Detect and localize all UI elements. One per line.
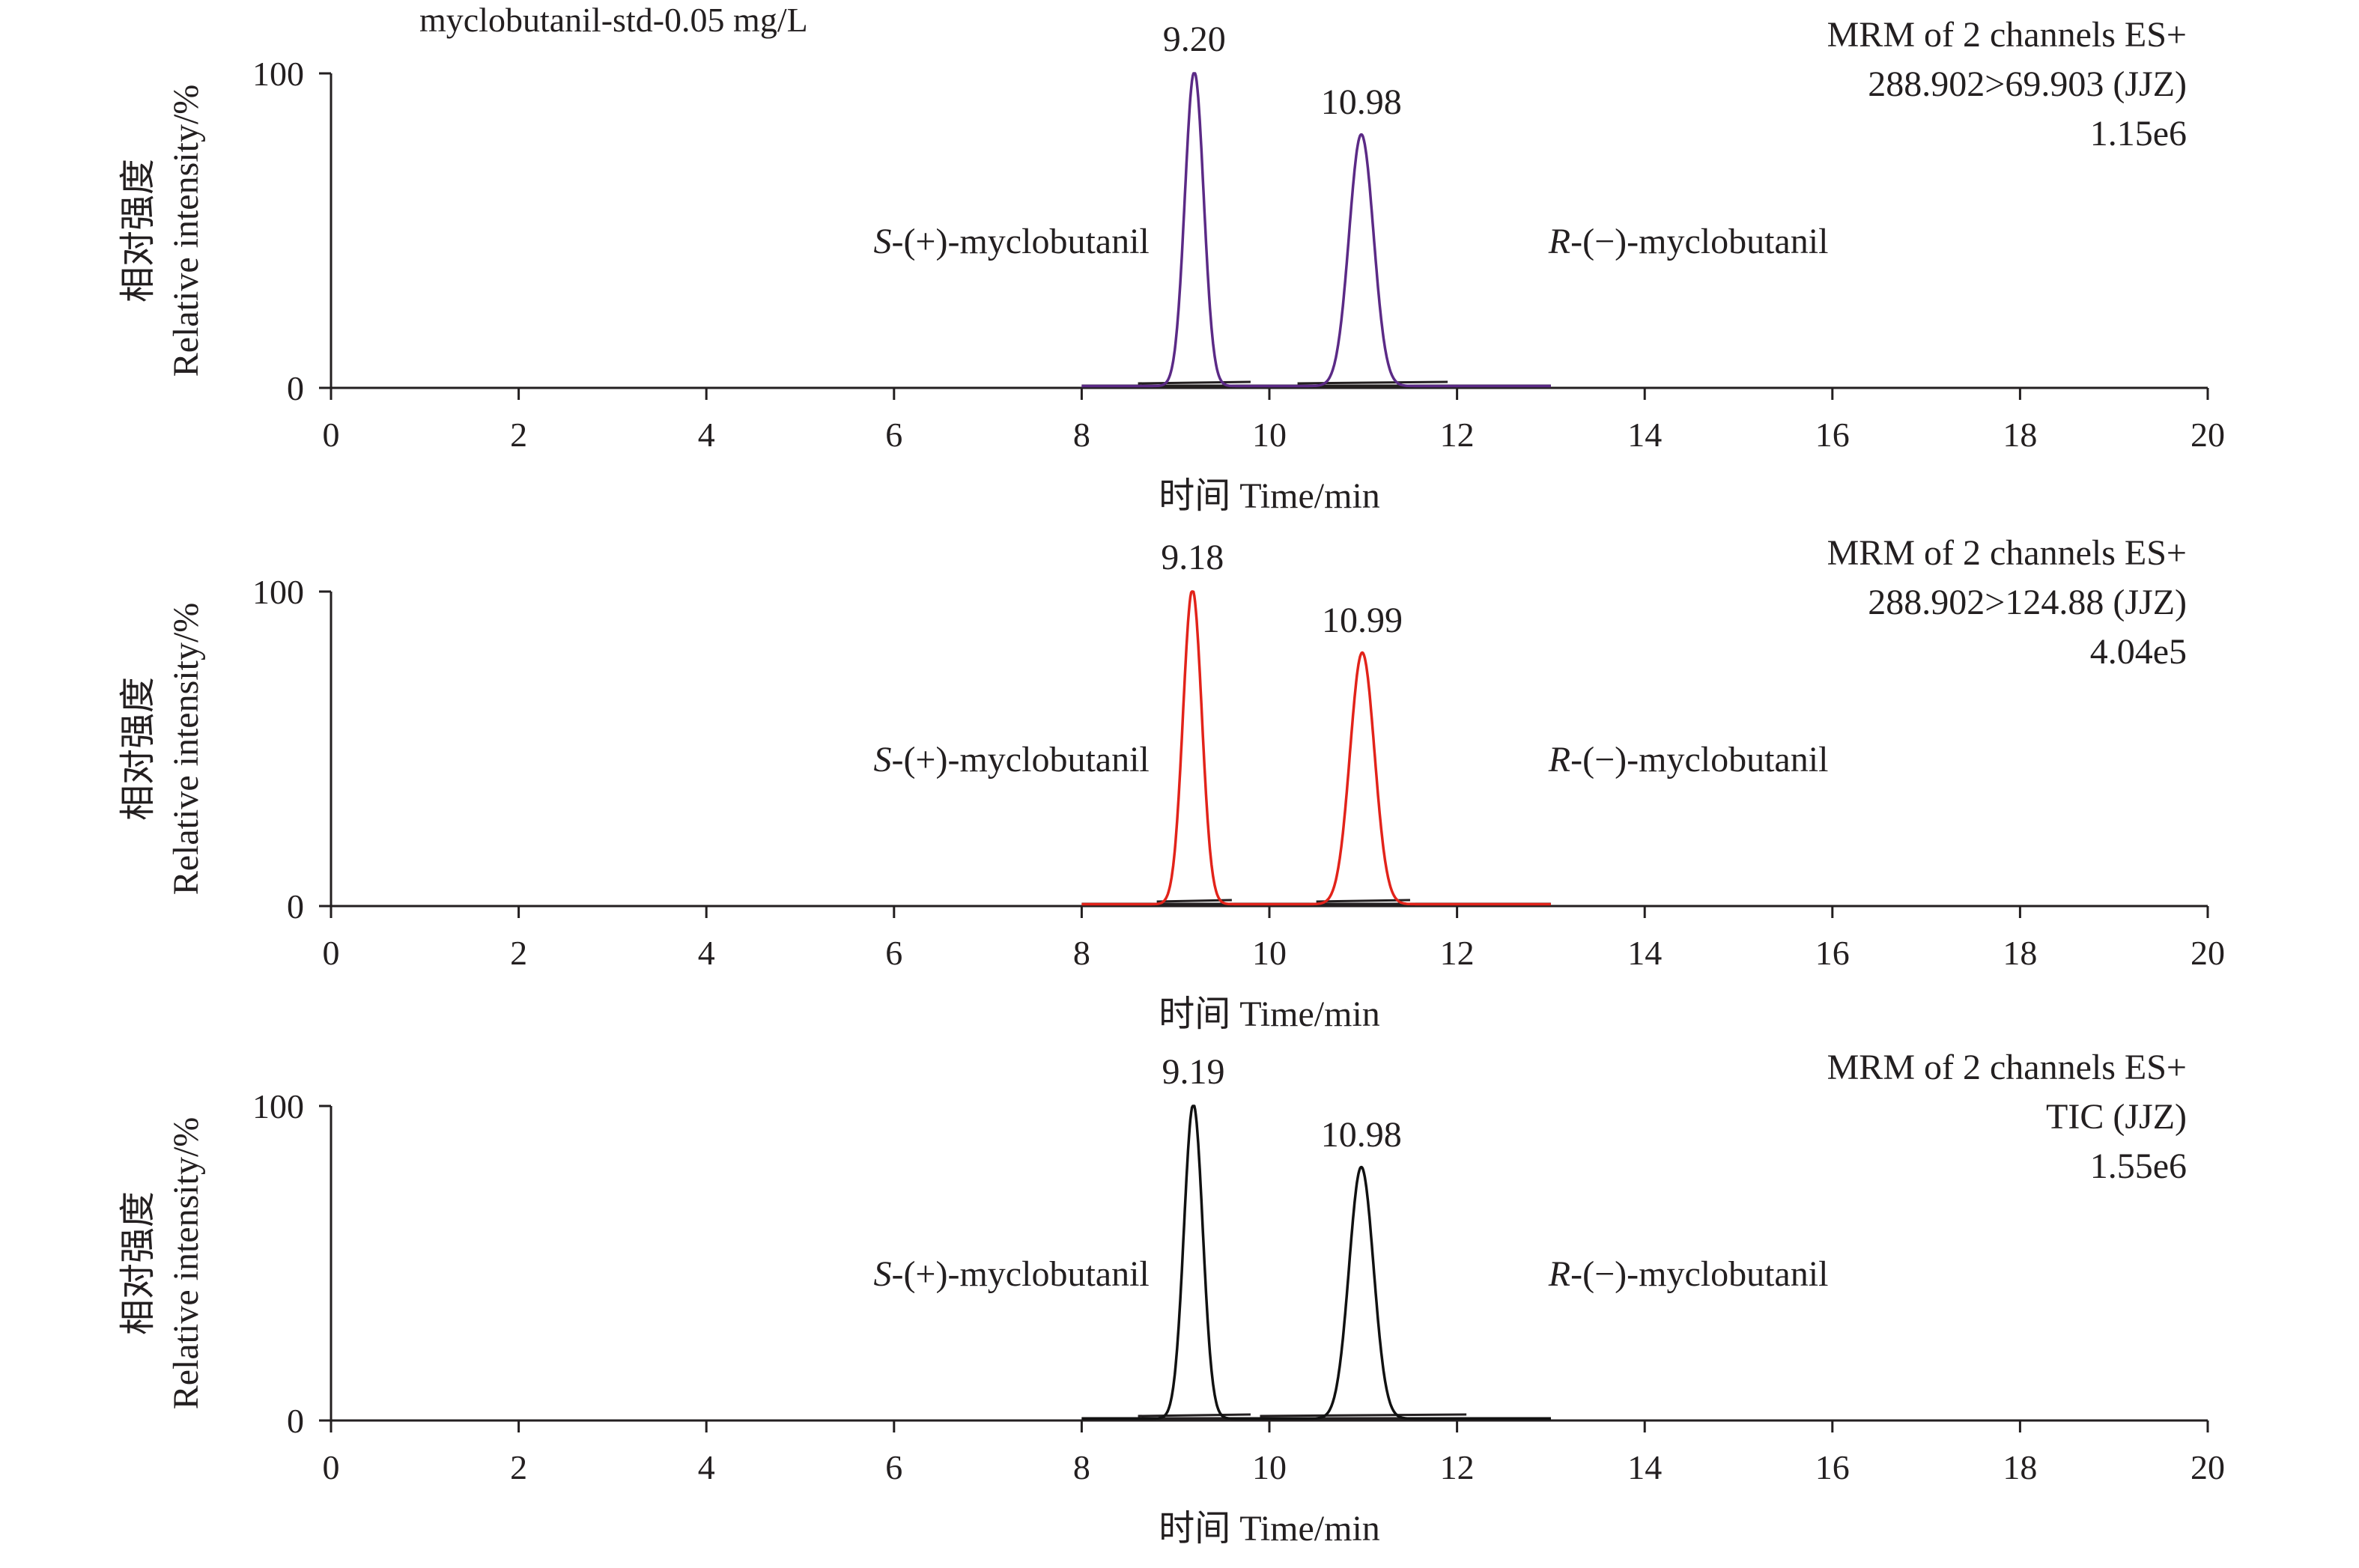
- y-axis-title-cn: 相对强度: [118, 1191, 158, 1335]
- chromatogram-panel-2: 0 100 0 2 4 6 8 10 12 14 16 18 20 时间 Time/min 相对强度 Rela…: [118, 533, 2225, 1034]
- enantiomer-label: S-(+)-myclobutanil: [873, 1254, 1149, 1294]
- peak-rt-label: 9.18: [1161, 538, 1224, 577]
- x-tick-label: 0: [323, 934, 340, 972]
- x-tick-label: 8: [1073, 416, 1090, 454]
- x-tick-label: 12: [1440, 934, 1475, 972]
- y-tick-label: 100: [252, 1087, 304, 1125]
- x-tick-label: 0: [323, 1448, 340, 1486]
- x-tick-label: 6: [885, 416, 902, 454]
- y-axis-title-cn: 相对强度: [118, 677, 158, 821]
- x-tick-label: 4: [698, 1448, 715, 1486]
- x-tick-label: 2: [510, 1448, 527, 1486]
- enantiomer-label-name: -(+)-myclobutanil: [891, 1254, 1149, 1294]
- channel-info-line: MRM of 2 channels ES+: [1827, 533, 2187, 573]
- x-axis-title: 时间 Time/min: [1159, 476, 1380, 516]
- enantiomer-label-prefix: S: [873, 222, 891, 261]
- channel-info-line: 288.902>69.903 (JJZ): [1868, 64, 2187, 104]
- x-tick-label: 18: [2003, 1448, 2037, 1486]
- enantiomer-label-name: -(+)-myclobutanil: [891, 740, 1149, 780]
- x-axis-title: 时间 Time/min: [1159, 994, 1380, 1034]
- peak-rt-label: 9.20: [1163, 19, 1226, 59]
- y-tick-label: 0: [287, 887, 304, 926]
- peak-rt-label: 9.19: [1162, 1052, 1225, 1092]
- channel-info-line: 4.04e5: [2090, 632, 2187, 672]
- channel-info-line: 288.902>124.88 (JJZ): [1868, 583, 2187, 622]
- y-tick-label: 100: [252, 55, 304, 93]
- x-tick-label: 14: [1627, 416, 1662, 454]
- peak-rt-label: 10.99: [1322, 601, 1403, 640]
- x-tick-label: 6: [885, 1448, 902, 1486]
- x-tick-label: 12: [1440, 416, 1475, 454]
- enantiomer-label: S-(+)-myclobutanil: [873, 222, 1149, 261]
- channel-info-line: 1.55e6: [2090, 1146, 2187, 1186]
- peak-integration-line: [1260, 1413, 1467, 1417]
- enantiomer-label-name: -(−)-myclobutanil: [1570, 222, 1828, 261]
- y-tick-label: 0: [287, 369, 304, 407]
- peak-integration-line: [1316, 899, 1410, 903]
- peak-integration-line: [1138, 380, 1251, 385]
- x-tick-label: 20: [2190, 934, 2225, 972]
- x-axis-title: 时间 Time/min: [1159, 1509, 1380, 1549]
- peak-rt-label: 10.98: [1321, 1115, 1402, 1155]
- channel-info-line: MRM of 2 channels ES+: [1827, 1048, 2187, 1087]
- x-tick-label: 8: [1073, 934, 1090, 972]
- x-tick-label: 16: [1815, 416, 1850, 454]
- x-tick-label: 18: [2003, 934, 2037, 972]
- chromatogram-trace: [1081, 1104, 1552, 1420]
- enantiomer-label-prefix: S: [873, 1254, 891, 1294]
- y-tick-label: 100: [252, 573, 304, 611]
- y-axis-title: Relative intensity/%: [166, 603, 206, 896]
- enantiomer-label-prefix: R: [1548, 222, 1570, 261]
- x-tick-label: 10: [1252, 416, 1287, 454]
- channel-info-line: TIC (JJZ): [2046, 1097, 2187, 1137]
- x-tick-label: 10: [1252, 934, 1287, 972]
- enantiomer-label: R-(−)-myclobutanil: [1548, 740, 1829, 780]
- x-tick-label: 2: [510, 934, 527, 972]
- y-axis-title: Relative intensity/%: [166, 85, 206, 377]
- x-tick-label: 16: [1815, 934, 1850, 972]
- enantiomer-label-prefix: S: [873, 740, 891, 780]
- chromatogram-trace: [1081, 590, 1552, 906]
- x-tick-label: 20: [2190, 1448, 2225, 1486]
- x-tick-label: 0: [323, 416, 340, 454]
- peak-integration-line: [1297, 380, 1448, 385]
- x-tick-label: 10: [1252, 1448, 1287, 1486]
- enantiomer-label: R-(−)-myclobutanil: [1548, 222, 1829, 261]
- y-tick-label: 0: [287, 1402, 304, 1440]
- enantiomer-label-prefix: R: [1548, 740, 1570, 780]
- x-tick-label: 6: [885, 934, 902, 972]
- enantiomer-label: S-(+)-myclobutanil: [873, 740, 1149, 780]
- x-tick-label: 12: [1440, 1448, 1475, 1486]
- enantiomer-label-name: -(−)-myclobutanil: [1570, 1254, 1828, 1294]
- y-axis-title: Relative intensity/%: [166, 1117, 206, 1410]
- x-tick-label: 16: [1815, 1448, 1850, 1486]
- enantiomer-label-prefix: R: [1548, 1254, 1570, 1294]
- chromatogram-panel-3: 0 100 0 2 4 6 8 10 12 14 16 18 20 时间 Time/min 相对强度 Rela…: [118, 1048, 2225, 1549]
- enantiomer-label-name: -(+)-myclobutanil: [891, 222, 1149, 261]
- x-tick-label: 8: [1073, 1448, 1090, 1486]
- chromatogram-trace: [1081, 72, 1552, 388]
- peak-rt-label: 10.98: [1321, 82, 1402, 122]
- x-tick-label: 4: [698, 934, 715, 972]
- enantiomer-label: R-(−)-myclobutanil: [1548, 1254, 1829, 1294]
- x-tick-label: 18: [2003, 416, 2037, 454]
- sample-label: myclobutanil-std-0.05 mg/L: [419, 1, 808, 39]
- channel-info-line: 1.15e6: [2090, 114, 2187, 154]
- chromatogram-panel-1: 0 100 0 2 4 6 8 10 12 14 16 18 20 时间 Time/min 相对强度 Rela…: [118, 15, 2225, 516]
- enantiomer-label-name: -(−)-myclobutanil: [1570, 740, 1828, 780]
- x-tick-label: 14: [1627, 1448, 1662, 1486]
- x-tick-label: 14: [1627, 934, 1662, 972]
- channel-info-line: MRM of 2 channels ES+: [1827, 15, 2187, 55]
- y-axis-title-cn: 相对强度: [118, 159, 158, 303]
- peak-integration-line: [1138, 1413, 1251, 1417]
- x-tick-label: 4: [698, 416, 715, 454]
- x-tick-label: 2: [510, 416, 527, 454]
- x-tick-label: 20: [2190, 416, 2225, 454]
